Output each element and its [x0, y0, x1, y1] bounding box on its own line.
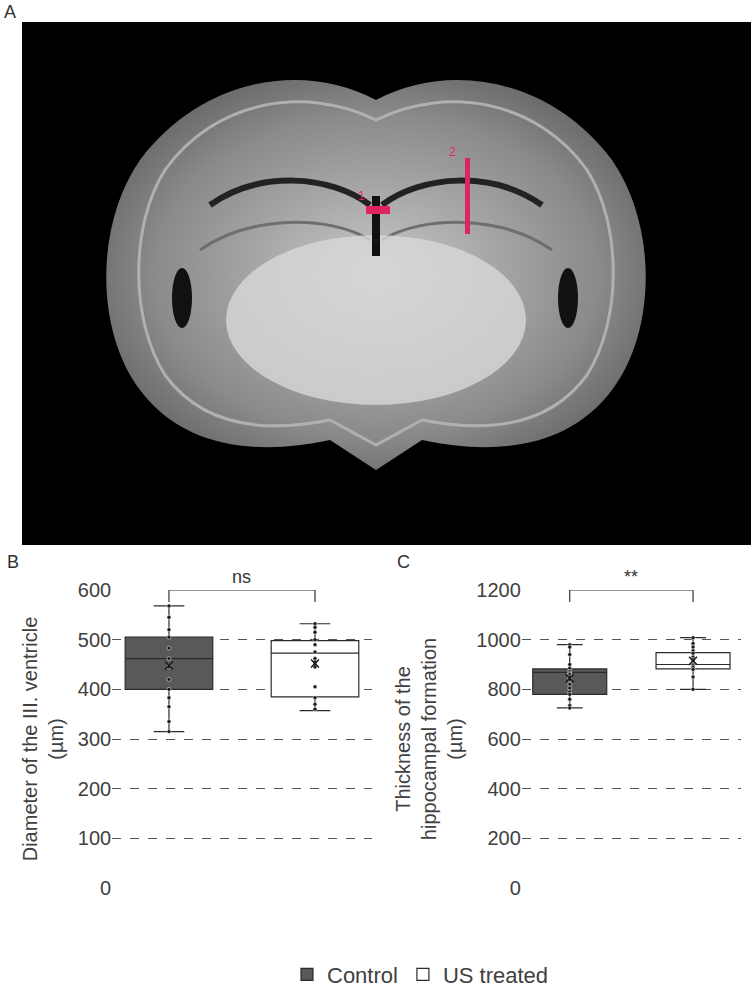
- svg-text:Control: Control: [327, 963, 398, 988]
- svg-text:600: 600: [78, 579, 111, 601]
- svg-text:US treated: US treated: [443, 963, 548, 988]
- svg-text:Diameter of the III. ventricle: Diameter of the III. ventricle(µm): [19, 617, 67, 862]
- svg-text:100: 100: [78, 827, 111, 849]
- svg-text:400: 400: [487, 778, 520, 800]
- svg-text:**: **: [624, 567, 638, 587]
- svg-text:Thickness of thehippocampal fo: Thickness of thehippocampal formation(µm…: [392, 638, 466, 840]
- svg-text:1200: 1200: [476, 579, 521, 601]
- svg-text:800: 800: [487, 678, 520, 700]
- svg-text:600: 600: [487, 728, 520, 750]
- svg-text:ns: ns: [232, 567, 251, 587]
- svg-text:A: A: [4, 2, 16, 22]
- svg-text:500: 500: [78, 629, 111, 651]
- svg-text:300: 300: [78, 728, 111, 750]
- svg-text:1: 1: [358, 189, 365, 203]
- svg-text:200: 200: [78, 778, 111, 800]
- svg-text:B: B: [7, 552, 19, 572]
- svg-text:2: 2: [449, 145, 456, 159]
- svg-text:400: 400: [78, 678, 111, 700]
- svg-text:C: C: [397, 552, 410, 572]
- svg-text:1000: 1000: [476, 629, 521, 651]
- svg-text:0: 0: [510, 877, 521, 899]
- svg-text:0: 0: [100, 877, 111, 899]
- svg-text:200: 200: [487, 827, 520, 849]
